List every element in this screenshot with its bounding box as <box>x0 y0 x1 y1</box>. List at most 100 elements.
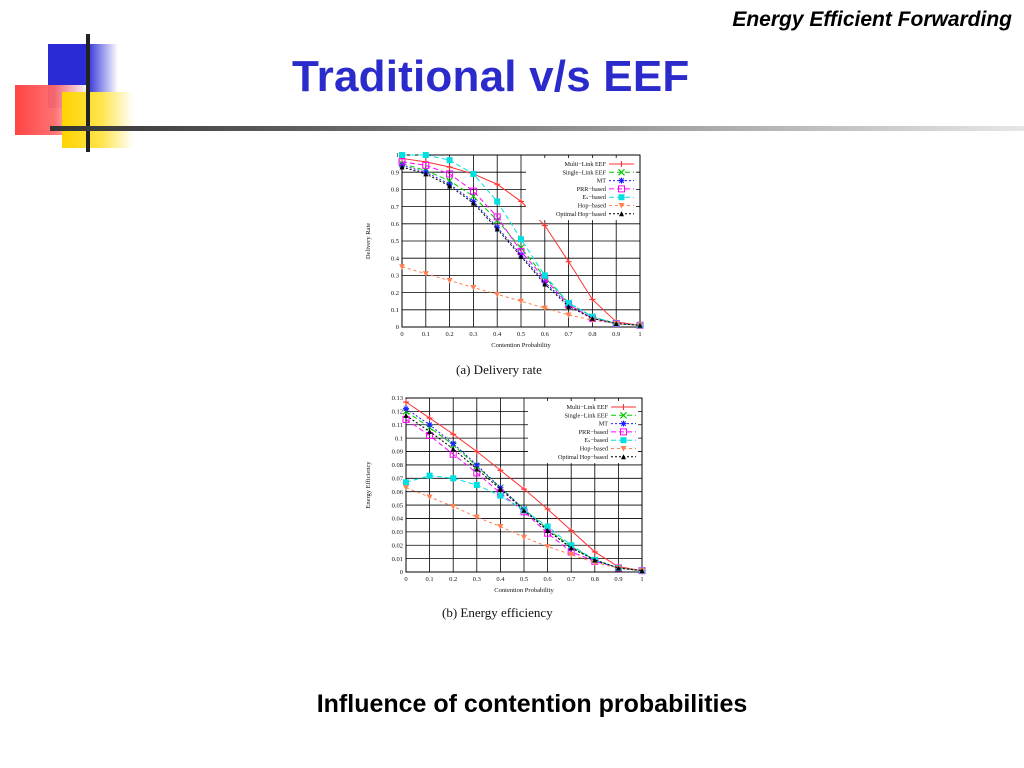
x-tick-label: 0.7 <box>565 331 574 338</box>
legend-marker <box>620 437 627 444</box>
legend-label: Single−Link EEF <box>562 169 606 176</box>
data-point <box>470 170 477 177</box>
series-line <box>405 414 643 572</box>
data-point <box>423 171 429 177</box>
legend-label: Eₛ−based <box>582 194 607 201</box>
y-tick-label: 0.04 <box>392 516 404 523</box>
data-point <box>592 557 598 563</box>
data-point <box>426 472 433 479</box>
data-point <box>450 440 457 447</box>
x-tick-label: 0.8 <box>588 331 596 338</box>
legend-marker <box>620 411 627 419</box>
legend-marker <box>620 428 627 436</box>
data-point <box>446 278 453 284</box>
legend-marker <box>618 185 625 193</box>
y-tick-label: 0.02 <box>392 542 403 549</box>
series-line <box>405 419 643 572</box>
data-point <box>399 264 405 270</box>
plot-frame <box>401 154 641 328</box>
series-line <box>401 161 641 326</box>
data-point <box>589 315 595 321</box>
data-point <box>450 475 457 482</box>
data-point <box>399 152 405 158</box>
delivery-rate-chart: 0 0.1 0.2 0.3 0.4 0.5 0.6 0.7 0.8 0.9 1 0 0.1 0.2 0.3 0… <box>365 152 644 349</box>
data-point <box>494 226 500 232</box>
series-5 <box>403 485 645 574</box>
y-axis-label: Energy Efficiency <box>365 461 372 509</box>
data-point <box>469 187 477 195</box>
x-tick-label: 0.1 <box>426 576 434 583</box>
data-point <box>426 415 433 422</box>
data-point <box>615 565 621 571</box>
series-line <box>401 266 641 326</box>
y-tick-label: 0 <box>396 324 399 331</box>
legend-label: PRR−based <box>579 429 609 436</box>
energy-efficiency-chart: 0 0.1 0.2 0.3 0.4 0.5 0.6 0.7 0.8 0.9 1 0 0.01 0.02 0.… <box>365 395 646 594</box>
x-tick-label: 0.7 <box>567 576 576 583</box>
data-point <box>589 296 596 303</box>
data-point <box>544 506 551 513</box>
x-tick-label: 1 <box>638 331 641 338</box>
legend-label: PRR−based <box>577 186 607 193</box>
y-tick-label: 0.2 <box>391 290 399 297</box>
legend-marker <box>620 446 627 452</box>
legend-marker <box>620 404 627 410</box>
data-point <box>473 482 480 488</box>
x-tick-label: 0.9 <box>612 331 620 338</box>
data-point <box>403 485 409 491</box>
legend-label: MT <box>597 178 607 185</box>
data-point <box>403 405 409 412</box>
x-tick-label: 0.2 <box>449 576 457 583</box>
data-point <box>568 527 575 534</box>
data-point <box>422 161 430 169</box>
data-point <box>426 494 433 501</box>
data-point <box>399 164 405 170</box>
data-point <box>521 486 527 493</box>
data-point <box>518 198 524 205</box>
y-tick-label: 0.06 <box>392 489 404 496</box>
series-6 <box>403 412 645 574</box>
data-point <box>494 291 501 298</box>
data-point <box>422 271 429 277</box>
data-point <box>566 303 572 309</box>
legend-marker <box>618 194 625 201</box>
data-point <box>518 236 524 243</box>
data-point <box>565 258 572 265</box>
data-point <box>493 213 501 221</box>
legend-marker <box>619 211 624 217</box>
x-axis-label: Contention Probability <box>494 587 554 594</box>
data-point <box>565 299 572 306</box>
slide-title: Traditional v/s EEF <box>292 52 690 101</box>
data-point <box>518 298 524 305</box>
data-point <box>637 322 643 328</box>
data-point <box>565 312 572 318</box>
legend-marker <box>621 454 626 460</box>
data-point <box>613 321 619 327</box>
legend-marker <box>618 177 625 184</box>
title-underline <box>50 126 1024 131</box>
data-point <box>497 467 504 474</box>
x-tick-label: 1 <box>640 576 643 583</box>
x-tick-label: 0.9 <box>614 576 622 583</box>
series-line <box>405 408 643 572</box>
y-tick-label: 0.9 <box>391 169 399 176</box>
legend-label: Eₛ−based <box>584 437 609 444</box>
data-point <box>470 284 477 291</box>
data-point <box>403 412 409 418</box>
legend-marker <box>620 420 627 427</box>
x-tick-label: 0.8 <box>591 576 599 583</box>
data-point <box>470 200 476 206</box>
data-point <box>568 552 575 558</box>
chart-b-caption: (b) Energy efficiency <box>442 605 553 620</box>
legend-label: MT <box>599 421 609 428</box>
x-tick-label: 0.1 <box>422 331 430 338</box>
data-point <box>403 479 409 486</box>
data-point <box>568 542 575 549</box>
data-point <box>541 305 548 312</box>
data-point <box>450 503 457 510</box>
data-point <box>427 428 433 434</box>
data-point <box>446 164 453 171</box>
y-tick-label: 0.08 <box>392 462 403 469</box>
x-tick-label: 0.3 <box>469 331 477 338</box>
